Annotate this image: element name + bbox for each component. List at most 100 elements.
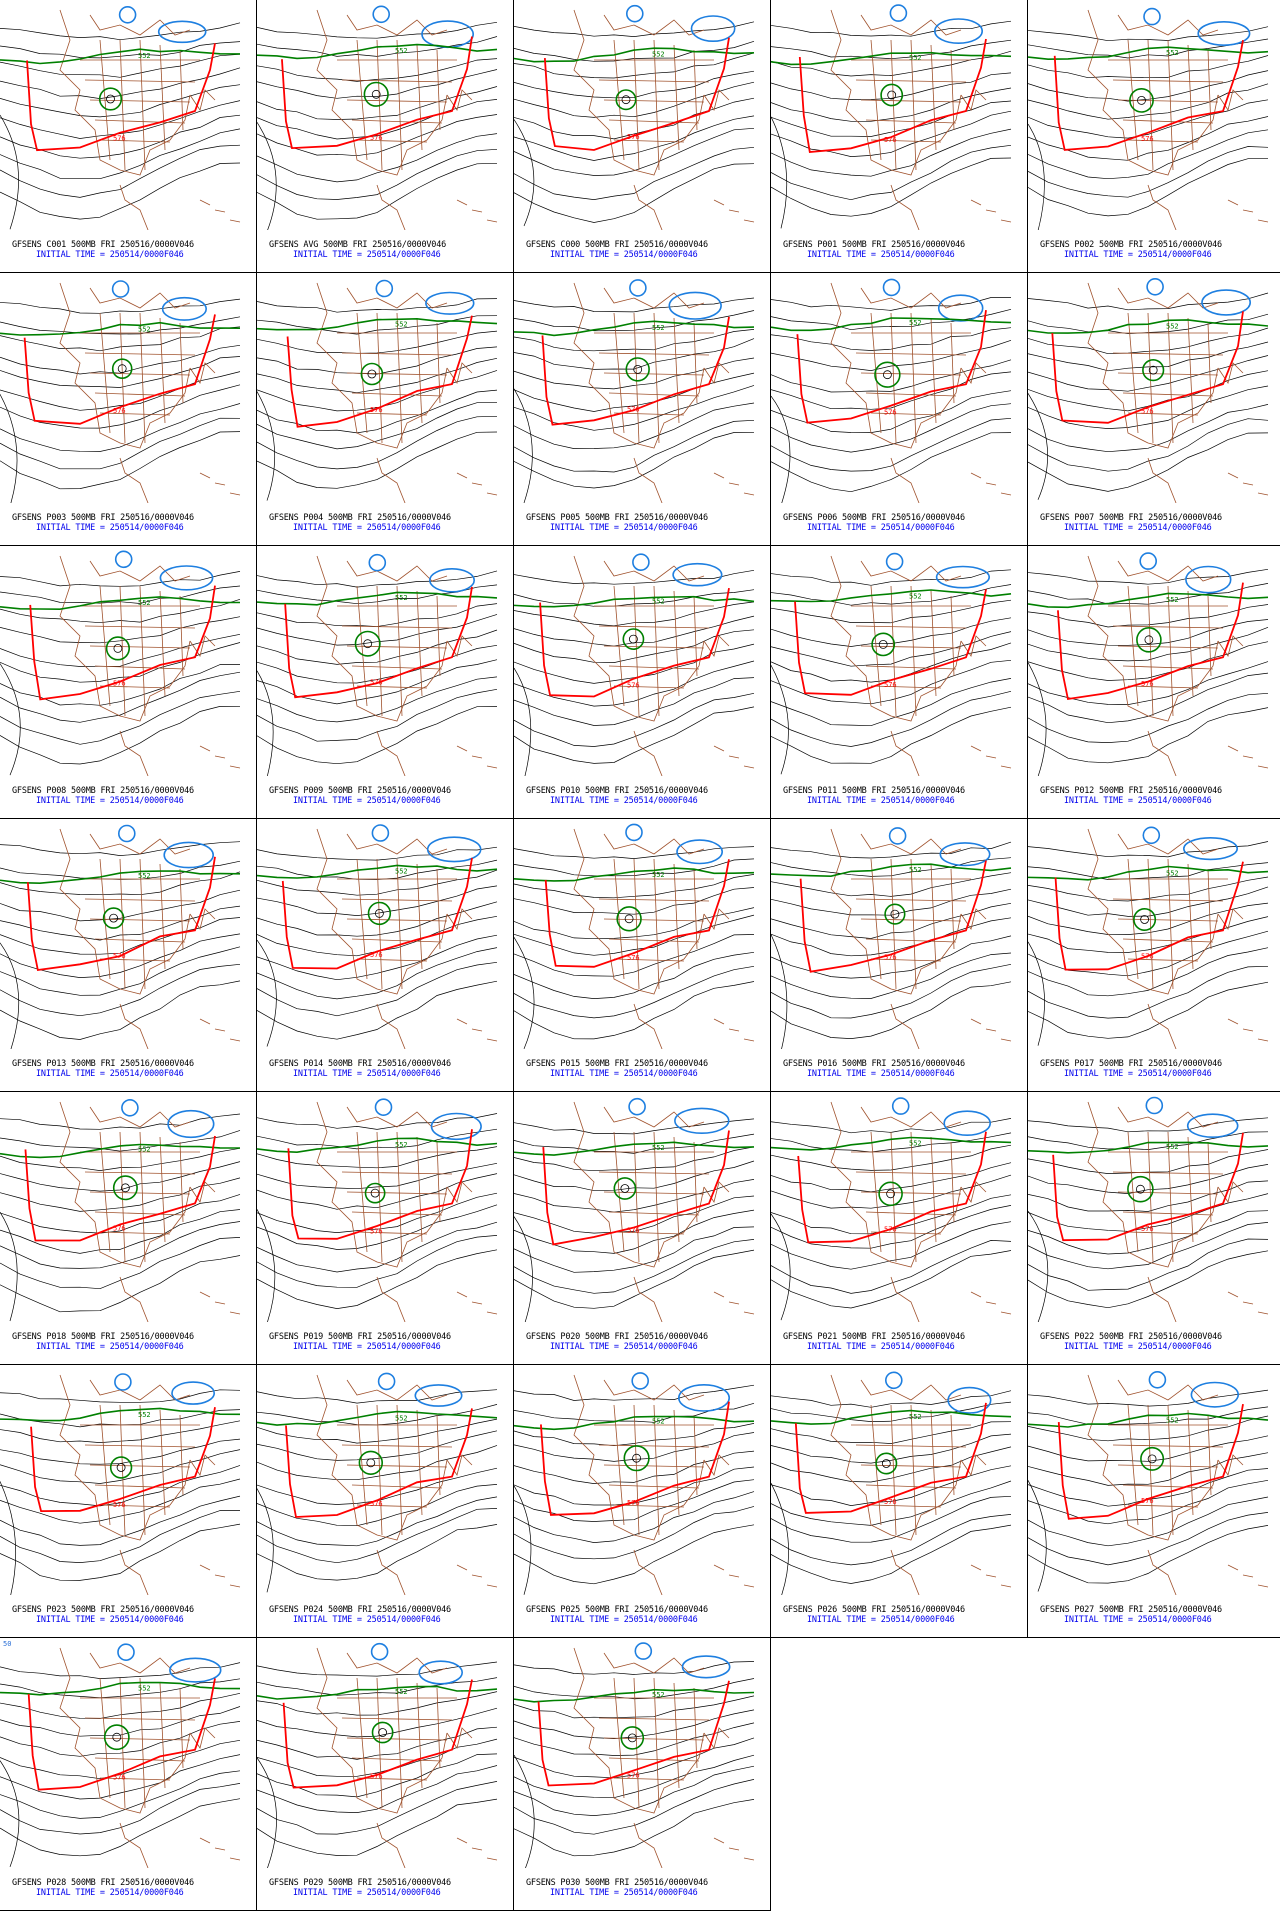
coastline-segment [119, 1549, 149, 1595]
contour-576-label: 576 [884, 681, 897, 689]
contour-576-line [541, 316, 730, 426]
height-contour [514, 1479, 755, 1522]
coastline-segment [860, 918, 962, 922]
ensemble-panel-p009: 552 576 GFSENS P009 500MB FRI 250516/0000V… [257, 546, 514, 819]
coastline-segment [356, 685, 428, 689]
coastline-segment [1147, 1003, 1177, 1049]
contour-552-label: 552 [1166, 1416, 1179, 1424]
contour-576-label: 576 [884, 953, 897, 961]
coastline-segment [573, 555, 705, 722]
coastline-segment [1147, 39, 1154, 171]
coastline-segment [356, 139, 428, 143]
panel-initial-time: INITIAL TIME = 250514/0000F046 [36, 1888, 184, 1898]
coastline-segment [1117, 372, 1219, 376]
contour-576: 576 [544, 859, 730, 968]
height-contour [1028, 55, 1269, 79]
height-contour [0, 963, 241, 1017]
contour-576: 576 [1057, 582, 1244, 701]
height-contour [771, 665, 789, 775]
coastline-borders [573, 282, 755, 503]
contour-576: 576 [1054, 861, 1244, 971]
coastline-segment [930, 317, 937, 424]
coastline-segment [830, 1101, 962, 1268]
contour-552-line [257, 1137, 498, 1154]
contour-576-label: 576 [370, 1228, 383, 1236]
height-contour [514, 310, 755, 332]
height-contour [1028, 1164, 1269, 1194]
height-contour [514, 934, 755, 977]
low-center-contour [116, 1463, 126, 1472]
ensemble-panel-p015: 552 576 GFSENS P015 500MB FRI 250516/0000V… [514, 819, 771, 1092]
closed-low-contour [1143, 7, 1161, 26]
closed-low-contour [425, 291, 475, 315]
low-center-contour [1148, 365, 1158, 375]
coastline-segment [446, 908, 473, 930]
coastline-segment [179, 1141, 184, 1223]
coastline-segment [416, 1136, 423, 1243]
coastline-segment [89, 1652, 191, 1674]
coastline-segment [396, 39, 403, 171]
height-contour [771, 1390, 1012, 1408]
panel-caption: GFSENS P010 500MB FRI 250516/0000V046 [526, 786, 708, 796]
panel-caption: GFSENS P007 500MB FRI 250516/0000V046 [1040, 513, 1222, 523]
coastline-borders [59, 828, 241, 1049]
coastline-segment [346, 833, 448, 855]
contour-576: 576 [23, 314, 216, 425]
coastline-segment [94, 392, 186, 397]
height-contour [1028, 902, 1269, 935]
height-contour [771, 857, 1012, 877]
coastline-segment [436, 322, 441, 404]
height-contour [514, 431, 755, 489]
height-contour [1028, 327, 1269, 355]
contour-552-closed-low [1142, 358, 1165, 382]
height-contour [0, 1770, 241, 1819]
coastline-segment [456, 1564, 498, 1588]
ensemble-panel-p006: 552 576 GFSENS P006 500MB FRI 250516/0000V… [771, 273, 1028, 546]
low-center-contour [629, 634, 638, 644]
height-contour [0, 53, 241, 78]
coastline-segment [436, 1687, 441, 1769]
height-contour [514, 846, 755, 859]
coastline-segment [693, 1141, 698, 1223]
ensemble-panel-p024: 552 576 GFSENS P024 500MB FRI 250516/0000V… [257, 1365, 514, 1638]
coastline-borders [59, 282, 241, 503]
height-contour-lines [1028, 841, 1269, 1039]
closed-low-contour [690, 15, 736, 43]
height-contour [771, 1482, 789, 1595]
closed-low-contours [371, 824, 482, 863]
coastline-segment [396, 858, 403, 990]
coastline-segment [573, 1101, 705, 1268]
contour-552-line [257, 864, 498, 879]
coastline-segment [950, 49, 955, 131]
contour-552-label: 552 [652, 1418, 665, 1426]
coastline-segment [1117, 99, 1219, 103]
closed-low-contours [1148, 1371, 1240, 1408]
closed-low-contour [672, 562, 723, 587]
height-contour [771, 395, 791, 503]
panel-initial-time: INITIAL TIME = 250514/0000F046 [550, 250, 698, 260]
coastline-segment [703, 89, 730, 111]
contour-576-label: 576 [627, 954, 640, 962]
panel-caption: GFSENS P021 500MB FRI 250516/0000V046 [783, 1332, 965, 1342]
panel-caption: GFSENS P008 500MB FRI 250516/0000V046 [12, 786, 194, 796]
low-center-contour [121, 1183, 130, 1193]
low-center-contour [887, 90, 897, 100]
height-contour [1028, 418, 1269, 472]
height-contour [257, 1221, 498, 1273]
coastline-segment [613, 1777, 685, 1781]
coastline-segment [608, 119, 700, 124]
height-contour [514, 1118, 755, 1135]
closed-low-contours [628, 1097, 730, 1134]
contour-552: 552 [514, 1415, 755, 1472]
closed-low-contour [114, 550, 133, 569]
coastline-segment [603, 372, 705, 376]
panel-caption: GFSENS P030 500MB FRI 250516/0000V046 [526, 1878, 708, 1888]
height-contour [1028, 313, 1269, 335]
height-contour [514, 388, 533, 503]
coastline-segment [99, 39, 111, 161]
contour-552: 552 [257, 864, 498, 926]
coastline-segment [341, 1444, 453, 1448]
coastline-segment [613, 1131, 625, 1253]
contour-552-closed-low [103, 1724, 130, 1751]
contour-576-label: 576 [1141, 135, 1154, 143]
